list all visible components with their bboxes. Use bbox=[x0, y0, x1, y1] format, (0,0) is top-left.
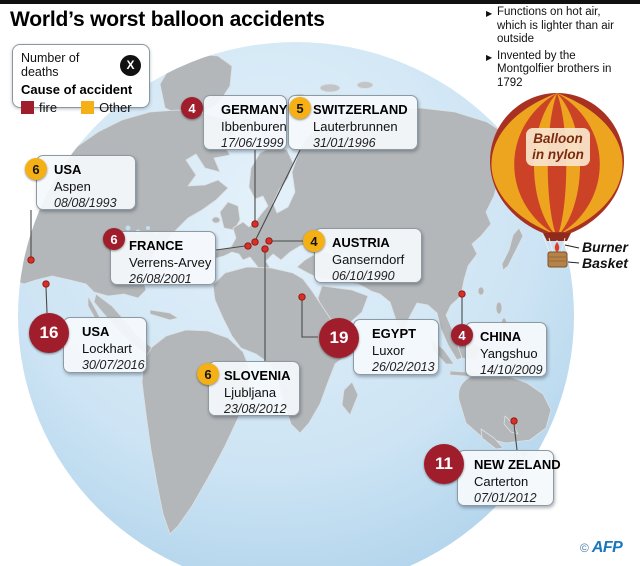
deaths-badge-germany: 4 bbox=[181, 97, 203, 119]
balloon-label-box bbox=[526, 128, 590, 166]
deaths-badge-egypt: 19 bbox=[319, 318, 359, 358]
deaths-symbol-badge: X bbox=[120, 54, 141, 76]
balloon-basket bbox=[547, 251, 568, 268]
accident-country: EGYPT bbox=[372, 326, 417, 341]
accident-place: Luxor bbox=[372, 343, 405, 358]
accident-date: 06/10/1990 bbox=[332, 269, 395, 283]
top-rule bbox=[0, 0, 640, 4]
bullet-icon: ▶ bbox=[486, 52, 493, 62]
page-title: World’s worst balloon accidents bbox=[10, 8, 325, 31]
deaths-badge-new-zealand: 11 bbox=[424, 444, 464, 484]
accident-country: USA bbox=[54, 162, 82, 177]
accident-country: NEW ZELAND bbox=[474, 457, 561, 472]
accident-dot-lockhart bbox=[42, 280, 50, 288]
accident-country: AUSTRIA bbox=[332, 235, 390, 250]
accident-dot-ljubljana bbox=[261, 245, 269, 253]
deaths-badge-china: 4 bbox=[451, 324, 473, 346]
accident-dot-luxor bbox=[298, 293, 306, 301]
accident-card-germany: GERMANY Ibbenburen 17/06/1999 bbox=[203, 95, 287, 150]
accident-date: 23/08/2012 bbox=[224, 402, 287, 416]
balloon-facts: ▶ Functions on hot air, which is lighter … bbox=[486, 6, 632, 93]
fire-swatch bbox=[21, 101, 34, 114]
accident-card-usa-aspen: USA Aspen 08/08/1993 bbox=[36, 155, 136, 210]
balloon-label-line2: in nylon bbox=[532, 147, 584, 162]
accident-dot-aspen bbox=[27, 256, 35, 264]
accident-date: 08/08/1993 bbox=[54, 196, 117, 210]
fact-item: ▶ Invented by the Montgolfier brothers in… bbox=[486, 49, 612, 89]
burner-flame bbox=[554, 242, 560, 252]
accident-card-new-zealand: NEW ZELAND Carterton 07/01/2012 bbox=[457, 450, 561, 506]
other-swatch bbox=[81, 101, 95, 114]
balloon-label-line1: Balloon bbox=[533, 131, 583, 146]
accident-card-china: CHINA Yangshuo 14/10/2009 bbox=[465, 322, 547, 377]
fact-item: ▶ Functions on hot air, which is lighter … bbox=[486, 6, 614, 45]
other-label: Other bbox=[99, 100, 132, 115]
deaths-badge-lockhart: 16 bbox=[29, 313, 69, 353]
accident-place: Ganserndorf bbox=[332, 252, 405, 267]
accident-place: Aspen bbox=[54, 179, 91, 194]
legend-cause-label: Cause of accident bbox=[21, 82, 133, 97]
accident-date: 07/01/2012 bbox=[474, 491, 537, 505]
accident-date: 31/01/1996 bbox=[313, 136, 376, 150]
accident-card-switzerland: SWITZERLAND Lauterbrunnen 31/01/1996 bbox=[288, 95, 418, 150]
balloon-illustration: Balloon in nylon Burner Basket bbox=[490, 93, 629, 271]
accident-place: Ljubljana bbox=[224, 385, 277, 400]
accident-date: 30/07/2016 bbox=[82, 358, 145, 372]
accident-date: 17/06/1999 bbox=[221, 136, 284, 150]
accident-date: 26/08/2001 bbox=[129, 272, 192, 286]
accident-dot-verrens-arvey bbox=[244, 242, 252, 250]
accident-country: FRANCE bbox=[129, 238, 184, 253]
accident-country: GERMANY bbox=[221, 102, 288, 117]
legend-deaths-label: Number of deaths bbox=[21, 51, 80, 79]
accident-place: Yangshuo bbox=[480, 346, 538, 361]
accident-country: SWITZERLAND bbox=[313, 102, 408, 117]
accident-place: Lockhart bbox=[82, 341, 132, 356]
accident-date: 26/02/2013 bbox=[372, 360, 435, 374]
accident-place: Lauterbrunnen bbox=[313, 119, 398, 134]
accident-dots bbox=[27, 220, 518, 425]
basket-label: Basket bbox=[582, 255, 629, 271]
accident-country: SLOVENIA bbox=[224, 368, 291, 383]
accident-dot-yangshuo bbox=[458, 290, 466, 298]
accident-date: 14/10/2009 bbox=[480, 363, 543, 377]
deaths-badge-aspen: 6 bbox=[25, 158, 47, 180]
accident-dot-carterton bbox=[510, 417, 518, 425]
accident-card-egypt: EGYPT Luxor 26/02/2013 bbox=[353, 319, 439, 375]
accident-place: Carterton bbox=[474, 474, 529, 489]
accident-place: Verrens-Arvey bbox=[129, 255, 212, 270]
fire-label: fire bbox=[39, 100, 58, 115]
accident-country: USA bbox=[82, 324, 110, 339]
accident-card-france: FRANCE Verrens-Arvey 26/08/2001 bbox=[110, 231, 216, 286]
connector-lines bbox=[30, 149, 518, 451]
deaths-badge-france: 6 bbox=[103, 228, 125, 250]
accident-card-usa-lockhart: USA Lockhart 30/07/2016 bbox=[63, 317, 147, 373]
accident-card-slovenia: SLOVENIA Ljubljana 23/08/2012 bbox=[208, 361, 300, 416]
burner-label: Burner bbox=[582, 239, 629, 255]
deaths-badge-slovenia: 6 bbox=[197, 363, 219, 385]
accident-dot-ibbenburen bbox=[251, 220, 259, 228]
bullet-icon: ▶ bbox=[486, 9, 493, 18]
deaths-badge-austria: 4 bbox=[303, 230, 325, 252]
deaths-badge-switzerland: 5 bbox=[289, 97, 311, 119]
accident-dot-ganserndorf bbox=[265, 237, 273, 245]
accident-country: CHINA bbox=[480, 329, 522, 344]
legend-box: Number of deaths X Cause of accident fir… bbox=[12, 44, 150, 115]
accident-card-austria: AUSTRIA Ganserndorf 06/10/1990 bbox=[314, 228, 422, 283]
accident-dot-lauterbrunnen bbox=[251, 238, 259, 246]
copyright-icon: © bbox=[580, 541, 589, 555]
afp-credit: © AFP bbox=[580, 539, 623, 557]
accident-place: Ibbenburen bbox=[221, 119, 287, 134]
afp-logo: AFP bbox=[591, 539, 623, 556]
